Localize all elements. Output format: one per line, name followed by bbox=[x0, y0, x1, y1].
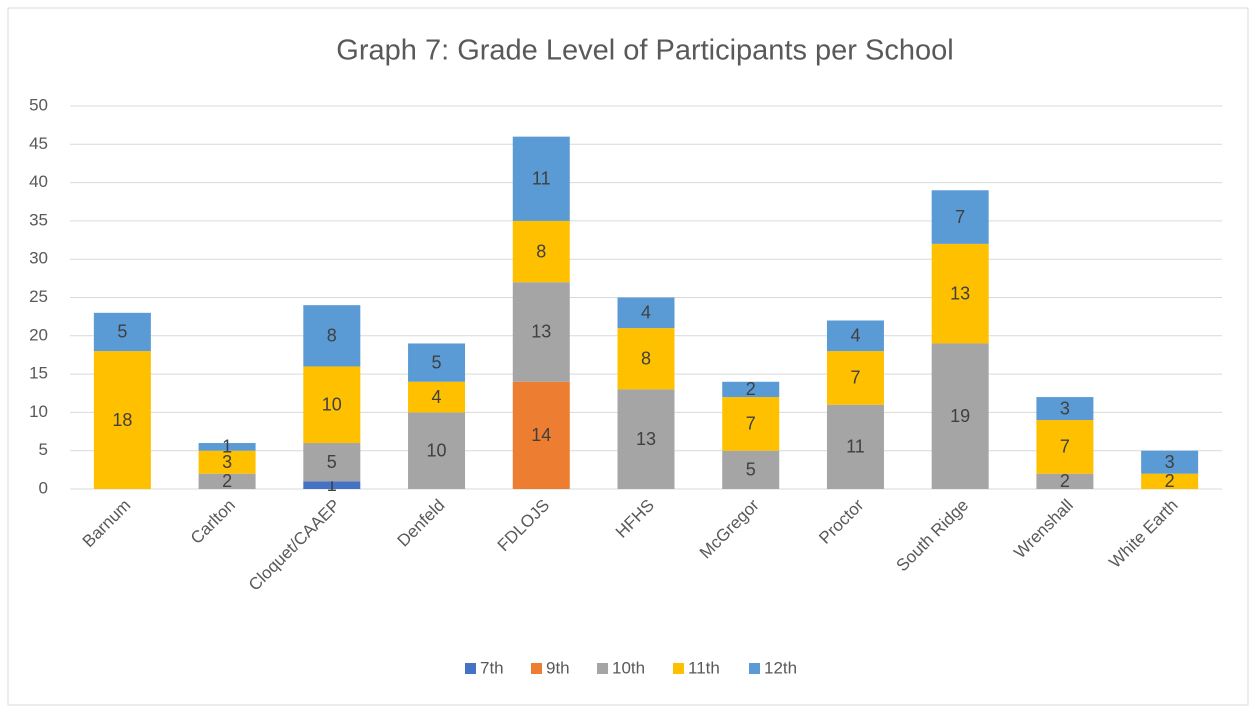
bar-segment bbox=[512, 282, 570, 382]
bar-segment bbox=[512, 136, 570, 221]
bar-segment bbox=[408, 381, 466, 413]
y-tick-label: 15 bbox=[29, 364, 48, 383]
data-label: 2 bbox=[222, 471, 232, 491]
data-label: 13 bbox=[636, 429, 656, 449]
data-label: 4 bbox=[432, 387, 442, 407]
legend-label: 7th bbox=[480, 658, 504, 677]
bar-segment bbox=[93, 312, 151, 352]
data-label: 3 bbox=[1165, 452, 1175, 472]
bar-segment bbox=[617, 389, 675, 489]
bar-segment bbox=[1141, 450, 1199, 474]
data-label: 11 bbox=[846, 437, 865, 457]
bar-segment bbox=[408, 343, 466, 382]
data-label: 1 bbox=[327, 475, 337, 495]
data-label: 2 bbox=[746, 379, 756, 399]
bar-segment bbox=[303, 366, 361, 444]
legend-label: 10th bbox=[612, 658, 645, 677]
y-tick-label: 50 bbox=[29, 95, 48, 114]
legend-label: 11th bbox=[688, 658, 720, 677]
y-tick-label: 30 bbox=[29, 249, 48, 268]
data-label: 19 bbox=[950, 406, 970, 426]
data-label: 10 bbox=[427, 440, 447, 460]
data-label: 5 bbox=[117, 322, 127, 342]
legend-swatch bbox=[597, 663, 608, 674]
data-label: 4 bbox=[641, 303, 651, 323]
y-tick-label: 25 bbox=[29, 287, 48, 306]
data-label: 7 bbox=[1060, 437, 1070, 457]
bar-segment bbox=[303, 481, 361, 489]
data-label: 4 bbox=[850, 326, 860, 346]
data-label: 5 bbox=[327, 452, 337, 472]
data-label: 7 bbox=[746, 414, 756, 434]
legend-swatch bbox=[749, 663, 760, 674]
data-label: 10 bbox=[322, 394, 342, 414]
data-label: 7 bbox=[955, 207, 965, 227]
bar-segment bbox=[722, 450, 780, 489]
legend-swatch bbox=[531, 663, 542, 674]
bar-segment bbox=[722, 397, 780, 451]
bar-segment bbox=[198, 443, 256, 451]
data-label: 8 bbox=[327, 326, 337, 346]
data-label: 8 bbox=[641, 349, 651, 369]
data-label: 3 bbox=[222, 452, 232, 472]
data-label: 18 bbox=[112, 410, 132, 430]
data-label: 2 bbox=[1060, 471, 1070, 491]
bar-segment bbox=[93, 351, 151, 489]
legend-swatch bbox=[465, 663, 476, 674]
data-label: 5 bbox=[746, 460, 756, 480]
bar-segment bbox=[826, 351, 884, 405]
legend-swatch bbox=[673, 663, 684, 674]
bar-segment bbox=[931, 190, 989, 244]
bar-segment bbox=[198, 473, 256, 489]
bar-segment bbox=[722, 381, 780, 398]
y-tick-label: 40 bbox=[29, 172, 48, 191]
bar-segment bbox=[931, 343, 989, 489]
y-tick-label: 10 bbox=[29, 402, 48, 421]
bar-segment bbox=[617, 297, 675, 329]
data-label: 13 bbox=[950, 283, 970, 303]
chart-title: Graph 7: Grade Level of Participants per… bbox=[336, 35, 953, 67]
legend-label: 9th bbox=[546, 658, 570, 677]
bar-segment bbox=[303, 443, 361, 482]
bar-segment bbox=[931, 243, 989, 344]
bar-segment bbox=[826, 320, 884, 352]
bar-segment bbox=[1036, 420, 1094, 474]
data-label: 1 bbox=[222, 437, 232, 457]
y-tick-label: 5 bbox=[39, 440, 48, 459]
data-label: 11 bbox=[532, 169, 551, 189]
y-tick-label: 20 bbox=[29, 325, 48, 344]
bar-segment bbox=[1036, 473, 1094, 489]
bar-segment bbox=[617, 328, 675, 390]
data-label: 2 bbox=[1165, 471, 1175, 491]
bar-segment bbox=[512, 381, 570, 489]
y-tick-label: 35 bbox=[29, 210, 48, 229]
bar-segment bbox=[408, 412, 466, 489]
bar-segment bbox=[512, 220, 570, 283]
bar-segment bbox=[826, 404, 884, 489]
legend-label: 12th bbox=[764, 658, 797, 677]
bar-segment bbox=[1141, 473, 1199, 489]
bar-segment bbox=[1036, 397, 1094, 421]
data-label: 8 bbox=[536, 241, 546, 261]
data-label: 14 bbox=[531, 425, 551, 445]
y-tick-label: 0 bbox=[39, 478, 48, 497]
data-label: 5 bbox=[432, 352, 442, 372]
y-tick-label: 45 bbox=[29, 134, 48, 153]
data-label: 7 bbox=[850, 368, 860, 388]
bar-segment bbox=[303, 305, 361, 367]
data-label: 13 bbox=[531, 322, 551, 342]
bar-segment bbox=[198, 450, 256, 474]
data-label: 3 bbox=[1060, 398, 1070, 418]
